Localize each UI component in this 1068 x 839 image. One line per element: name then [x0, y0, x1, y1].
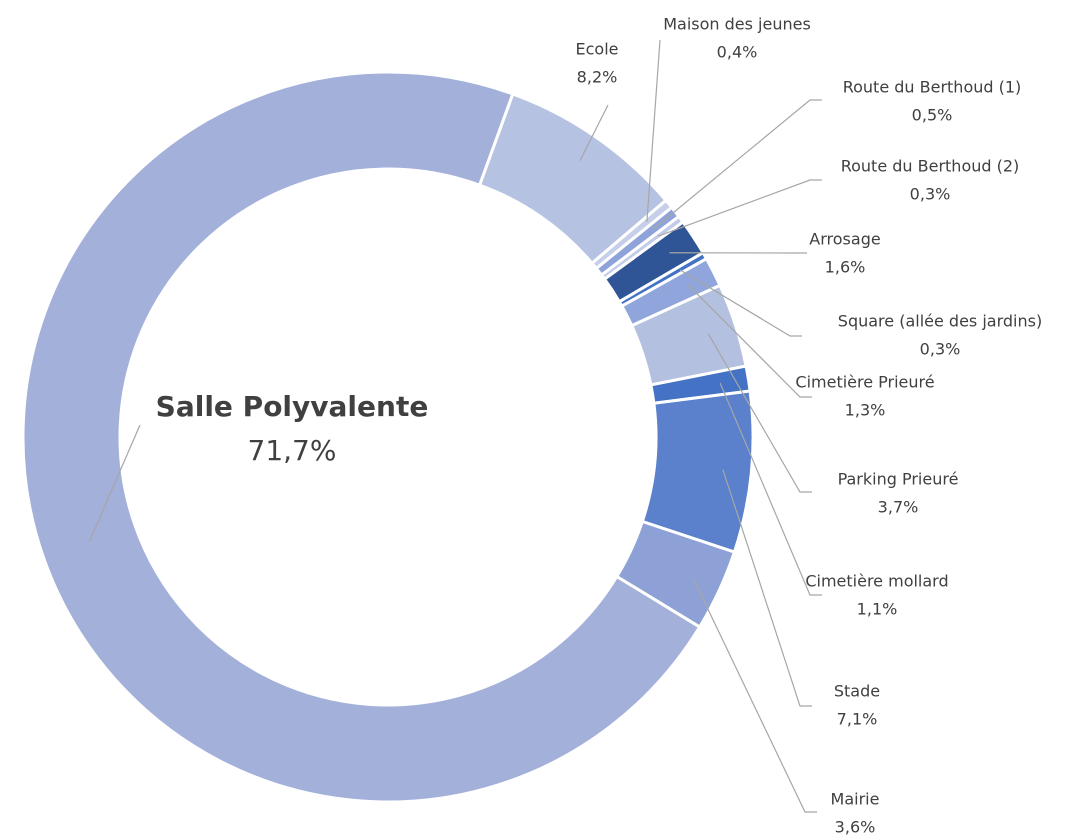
- slice-label: Parking Prieuré: [838, 470, 959, 489]
- leader-line: [692, 578, 817, 813]
- slice-label: Ecole: [576, 40, 619, 59]
- slice-label: Mairie: [831, 790, 880, 809]
- slice-value: 71,7%: [248, 434, 337, 467]
- donut-segment: [614, 519, 737, 630]
- leader-line: [707, 333, 812, 493]
- slice-value: 0,4%: [717, 43, 758, 62]
- slice-value: 1,1%: [857, 600, 898, 619]
- leader-line: [679, 269, 802, 337]
- slice-value: 8,2%: [577, 68, 618, 87]
- leader-line: [646, 39, 661, 223]
- slice-value: 1,3%: [845, 401, 886, 420]
- slice-label: Route du Berthoud (2): [841, 157, 1020, 176]
- slice-value: 0,3%: [920, 340, 961, 359]
- slice-value: 0,3%: [910, 185, 951, 204]
- leader-line: [88, 424, 141, 542]
- slice-label: Cimetière Prieuré: [795, 373, 934, 392]
- slice-value: 0,5%: [912, 106, 953, 125]
- slice-label: Maison des jeunes: [663, 15, 811, 34]
- slice-label: Cimetière mollard: [805, 572, 948, 591]
- leader-line: [722, 469, 812, 707]
- slice-value: 3,6%: [835, 818, 876, 837]
- leader-line: [652, 99, 822, 230]
- slice-value: 7,1%: [837, 710, 878, 729]
- slice-value: 3,7%: [878, 498, 919, 517]
- slice-label: Salle Polyvalente: [156, 390, 429, 423]
- leader-line: [687, 284, 812, 398]
- leader-line: [657, 179, 822, 237]
- slice-label: Route du Berthoud (1): [843, 78, 1022, 97]
- slice-value: 1,6%: [825, 258, 866, 277]
- leader-line: [579, 104, 609, 161]
- slice-label: Square (allée des jardins): [838, 312, 1042, 331]
- leader-line: [719, 382, 822, 596]
- slice-label: Stade: [834, 682, 880, 701]
- slice-label: Arrosage: [809, 230, 880, 249]
- donut-segment: [21, 70, 702, 804]
